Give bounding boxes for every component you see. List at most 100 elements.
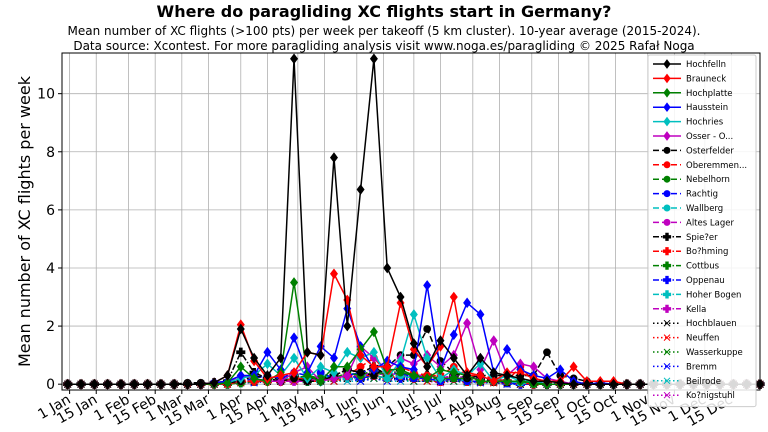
legend-label: Ko?nigstuhl [686,391,735,401]
data-point [489,335,498,346]
legend-item: Brauneck [653,73,726,84]
legend-item: Wasserkuppe [653,348,743,358]
data-point [343,361,352,373]
legend-marker [663,377,671,385]
data-point [369,326,378,338]
data-point [329,268,338,280]
legend-item: Hausstein [653,102,728,113]
data-point [436,373,445,384]
data-point [356,349,365,361]
data-point [183,378,192,390]
data-point [290,352,299,364]
y-tick-label: 2 [46,319,55,335]
data-point [383,373,392,384]
chart-title: Where do paragliding XC flights start in… [156,2,612,21]
data-point [329,373,338,384]
legend-label: Bo?hming [686,247,728,257]
legend-label: Beilrode [686,377,721,387]
legend-label: Oberemmen... [686,161,747,171]
data-point [329,352,338,364]
legend-marker [663,348,671,356]
legend-label: Oppenau [686,276,725,286]
legend-marker [663,102,671,113]
legend-marker [662,290,672,299]
data-point [463,297,472,309]
data-point [303,370,312,381]
data-point [369,53,378,65]
data-point [316,349,325,361]
legend-label: Nebelhorn [686,175,730,185]
data-point [489,375,498,387]
data-point [409,309,418,320]
data-point [276,375,285,387]
data-point [503,370,512,381]
legend-marker [663,131,671,141]
legend-item: Ko?nigstuhl [653,391,735,401]
legend-marker [663,73,671,84]
legend-label: Kella [686,305,706,315]
data-point [210,377,219,389]
data-point [423,280,432,291]
y-tick-label: 0 [46,377,55,393]
legend-marker [662,232,672,241]
data-point [516,373,525,384]
legend-item: Osser - O... [653,131,733,142]
legend-marker [663,87,671,98]
legend-marker [663,116,671,127]
data-point [569,361,578,373]
data-point [290,53,299,65]
legend-marker [663,161,671,169]
data-point [396,297,405,309]
legend-item: Wallberg [653,204,723,214]
data-point [582,378,591,390]
data-point [143,378,152,390]
y-axis-label: Mean number of XC flights per week [15,75,34,367]
legend-item: Oppenau [653,275,725,286]
data-point [356,368,365,377]
data-point [503,375,512,387]
legend-item: Cottbus [653,261,720,272]
legend-label: Spie?er [686,233,718,243]
data-point [250,373,259,384]
data-point [409,338,418,349]
legend-label: Osser - O... [686,132,733,142]
data-point [543,348,551,357]
data-point [449,352,458,364]
data-point [396,364,405,375]
legend-label: Rachtig [686,190,718,200]
data-point [542,375,551,387]
legend-label: Hausstein [686,103,728,113]
legend-marker [663,204,671,212]
legend-label: Neuffen [686,334,719,344]
y-tick-label: 4 [46,261,55,277]
data-point [316,375,325,387]
data-point [489,367,498,378]
data-point [556,364,565,375]
legend-label: Hochries [686,118,724,128]
data-point [196,378,205,390]
data-point [223,377,232,389]
data-point [423,361,432,373]
data-point [569,378,578,390]
legend-label: Altes Lager [686,218,734,228]
legend-item: Bremm [653,362,717,372]
data-point [276,370,285,381]
legend-item: Hochfelln [653,59,726,70]
y-tick-label: 8 [46,145,55,161]
data-point [476,358,485,370]
data-point [290,367,299,378]
y-tick-label: 10 [37,87,55,103]
data-point [622,378,631,390]
legend: Hochfelln Brauneck Hochplatte Hausstein Hoch… [647,54,757,408]
legend-marker [663,218,671,226]
data-point [476,352,485,364]
legend-box [647,54,757,408]
data-point [236,370,245,381]
data-point [156,378,165,390]
legend-marker [663,363,671,370]
data-point [529,375,538,387]
data-point [396,291,405,303]
data-point [236,347,246,357]
legend-marker [662,275,672,285]
